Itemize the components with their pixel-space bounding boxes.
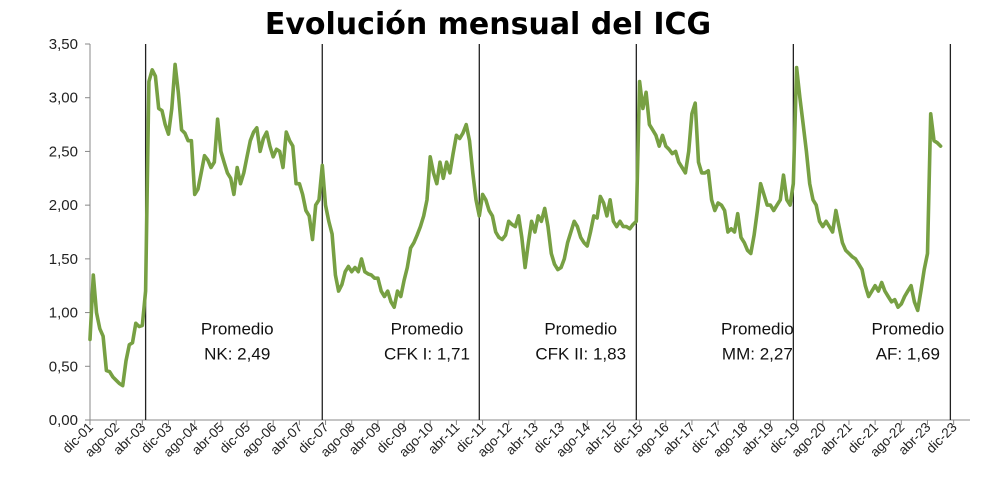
annotation-heading: Promedio <box>544 320 617 339</box>
y-tick-label: 2,00 <box>49 197 78 214</box>
y-tick-label: 3,00 <box>49 90 78 107</box>
annotation-heading: Promedio <box>201 320 274 339</box>
y-tick-label: 3,50 <box>49 36 78 53</box>
annotation-heading: Promedio <box>391 320 464 339</box>
y-tick-label: 0,50 <box>49 358 78 375</box>
series-line-icg <box>88 62 943 388</box>
x-axis: dic-01ago-02abr-03dic-03ago-04abr-05dic-… <box>60 419 970 460</box>
series-group <box>88 62 943 388</box>
annotation-value: MM: 2,27 <box>722 344 793 363</box>
y-tick-label: 0,00 <box>49 412 78 429</box>
annotation-value: CFK I: 1,71 <box>384 344 470 363</box>
y-axis: 0,00 0,50 1,00 1,50 2,00 2,50 3,00 3,50 <box>49 36 91 429</box>
x-tick-label: dic-23 <box>923 420 960 457</box>
annotation-value: AF: 1,69 <box>876 344 940 363</box>
annotation-heading: Promedio <box>721 320 794 339</box>
y-tick-label: 1,00 <box>49 305 78 322</box>
chart-title: Evolución mensual del ICG <box>265 7 711 42</box>
annotation-value: NK: 2,49 <box>204 344 270 363</box>
annotation-heading: Promedio <box>871 320 944 339</box>
y-tick-label: 1,50 <box>49 251 78 268</box>
period-annotations: Promedio NK: 2,49 Promedio CFK I: 1,71 Prome… <box>201 320 944 364</box>
annotation-value: CFK II: 1,83 <box>535 344 626 363</box>
y-tick-label: 2,50 <box>49 143 78 160</box>
